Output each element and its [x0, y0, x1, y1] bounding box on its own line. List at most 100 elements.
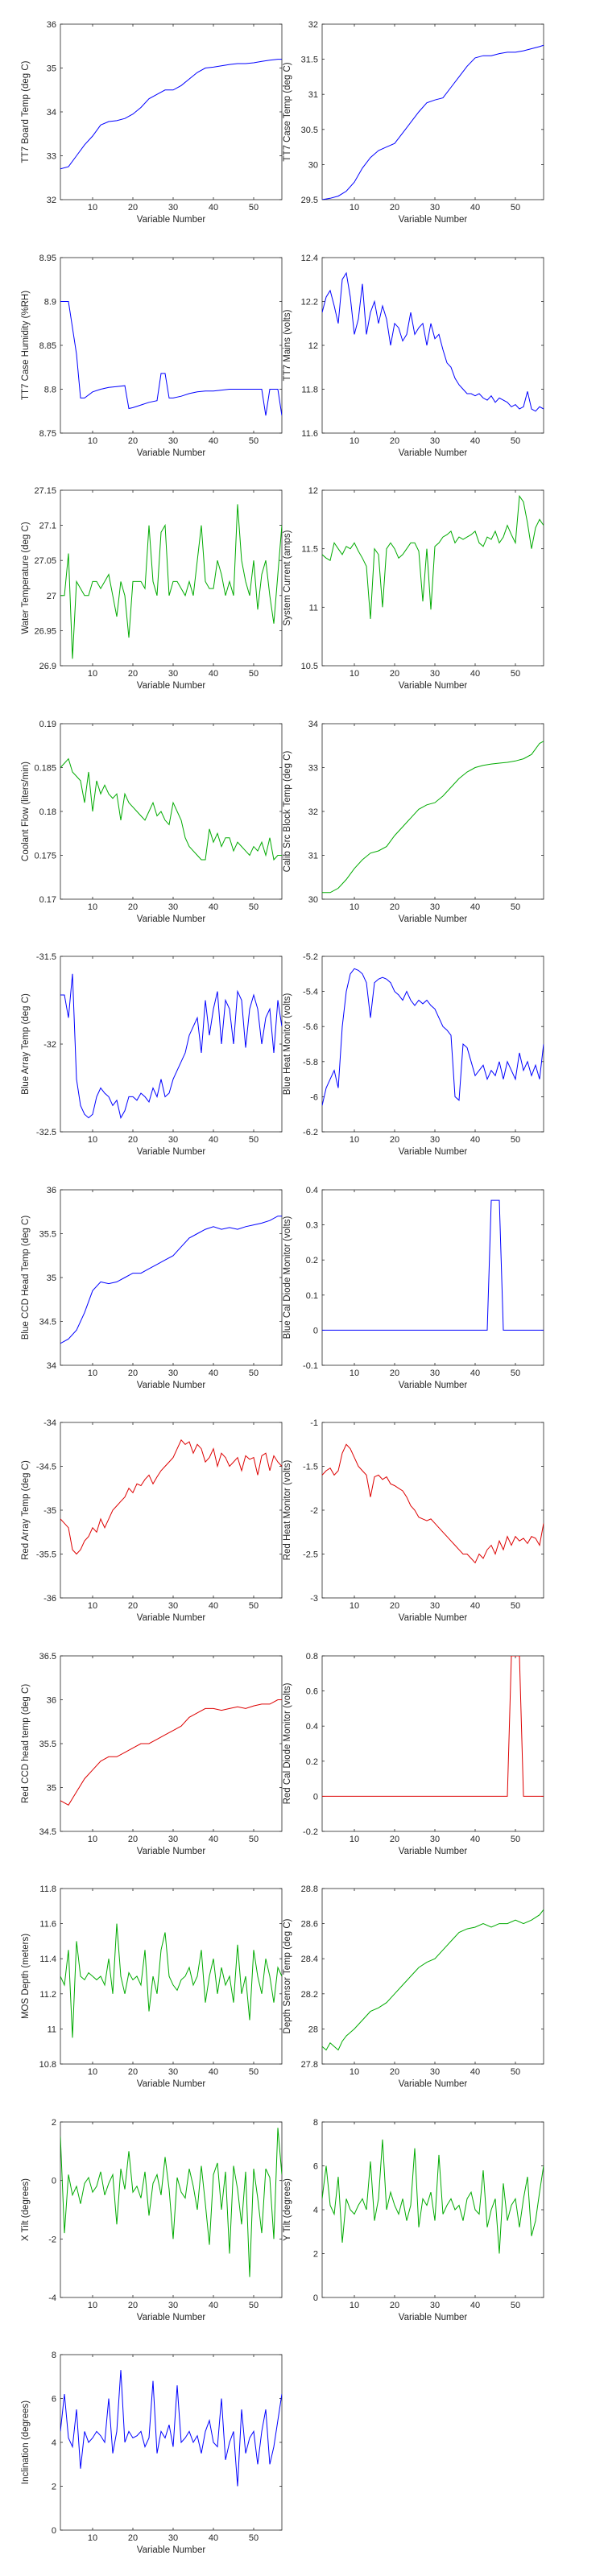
y-tick-label: 28	[308, 2025, 318, 2034]
x-axis-label: Variable Number	[399, 1147, 468, 1157]
y-tick-label: 11.6	[301, 429, 318, 439]
y-tick-label: 36.5	[39, 1652, 56, 1662]
chart-4: 10 20 30 40 50 26.9 26.95 27 27.05 27.1 27.15 Varia…	[21, 486, 283, 691]
x-axis-label: Variable Number	[137, 2079, 206, 2089]
y-tick-label: -5.8	[303, 1058, 318, 1067]
x-tick-label: 40	[470, 1135, 480, 1145]
x-tick-label: 20	[128, 2067, 138, 2077]
x-tick-label: 20	[390, 1368, 399, 1378]
series-line	[322, 494, 544, 619]
y-tick-label: 6	[52, 2395, 56, 2405]
y-tick-label: 11	[48, 2025, 56, 2034]
series-line	[60, 1439, 282, 1555]
x-tick-label: 40	[470, 436, 480, 446]
chart-17: 10 20 30 40 50 27.8 28 28.2 28.4 28.6 28.8 Variable…	[283, 1885, 544, 2089]
x-axis-label: Variable Number	[399, 1847, 468, 1856]
x-tick-label: 50	[249, 1835, 259, 1844]
chart-7: 10 20 30 40 50 30 31 32 33 34 Variable Number Calib…	[283, 720, 544, 924]
plot-area	[60, 257, 283, 433]
y-tick-label: 27.8	[301, 2060, 318, 2070]
x-tick-label: 30	[168, 1135, 178, 1145]
x-axis-label: Variable Number	[137, 2313, 206, 2322]
y-tick-label: 0.19	[39, 720, 56, 729]
y-axis-label: TT7 Mains (volts)	[283, 309, 292, 381]
chart-6: 10 20 30 40 50 0.17 0.175 0.18 0.185 0.19 Variable…	[21, 720, 283, 924]
series-line	[60, 59, 282, 170]
y-tick-label: 33	[308, 763, 318, 773]
series-line	[322, 2139, 544, 2254]
x-tick-label: 30	[168, 1601, 178, 1611]
y-tick-label: 8	[313, 2118, 318, 2128]
chart-14: 10 20 30 40 50 34.5 35 35.5 36 36.5 Variable Numbe…	[21, 1652, 283, 1856]
series-line	[60, 2127, 282, 2277]
series-line	[322, 1909, 544, 2051]
y-tick-label: 11.8	[301, 385, 318, 394]
x-tick-label: 40	[209, 669, 218, 679]
y-axis-label: Blue CCD Head Temp (deg C)	[21, 1215, 31, 1340]
plot-area	[321, 1422, 544, 1599]
x-tick-label: 10	[350, 1601, 359, 1611]
x-axis-label: Variable Number	[137, 1381, 206, 1390]
y-axis-label: TT7 Case Humidity (%RH)	[21, 290, 31, 399]
y-tick-label: 32	[308, 20, 318, 30]
x-tick-label: 30	[168, 436, 178, 446]
y-tick-label: -2.5	[303, 1550, 318, 1560]
x-tick-label: 10	[350, 203, 359, 213]
plot-area	[321, 1189, 544, 1365]
x-axis-label: Variable Number	[137, 681, 206, 691]
plot-area	[321, 1655, 544, 1831]
x-axis-label: Variable Number	[137, 1147, 206, 1157]
x-tick-label: 50	[511, 436, 520, 446]
y-tick-label: -34	[43, 1418, 56, 1428]
x-tick-label: 30	[430, 203, 440, 213]
y-tick-label: 0.185	[34, 763, 56, 773]
chart-12: 10 20 30 40 50 -36 -35.5 -35 -34.5 -34 Variable Nu…	[21, 1418, 283, 1623]
chart-3: 10 20 30 40 50 11.6 11.8 12 12.2 12.4 Variable Num…	[283, 254, 544, 458]
y-tick-label: -35.5	[36, 1550, 56, 1560]
y-tick-label: 27	[47, 592, 56, 601]
y-tick-label: 0	[313, 1792, 318, 1802]
x-tick-label: 30	[430, 1835, 440, 1844]
series-line	[322, 1443, 544, 1564]
y-tick-label: 34.5	[39, 1317, 56, 1327]
x-tick-label: 20	[128, 902, 138, 912]
y-tick-label: 0.17	[39, 895, 56, 905]
x-axis-label: Variable Number	[137, 1613, 206, 1623]
series-line	[60, 1215, 282, 1344]
series-line	[322, 44, 544, 200]
x-tick-label: 10	[350, 2301, 359, 2310]
y-tick-label: -1.5	[303, 1463, 318, 1472]
x-tick-label: 30	[168, 1835, 178, 1844]
y-tick-label: 4	[52, 2438, 56, 2448]
y-tick-label: 35	[47, 64, 56, 74]
x-tick-label: 40	[470, 2067, 480, 2077]
x-tick-label: 40	[209, 2533, 218, 2543]
series-line	[60, 1699, 282, 1806]
x-axis-label: Variable Number	[399, 215, 468, 225]
x-tick-label: 40	[470, 902, 480, 912]
y-tick-label: -0.2	[303, 1827, 318, 1837]
x-tick-label: 50	[511, 1835, 520, 1844]
y-axis-label: Blue Heat Monitor (volts)	[283, 993, 292, 1096]
y-tick-label: 0.1	[306, 1290, 318, 1300]
x-tick-label: 10	[88, 902, 97, 912]
chart-2: 10 20 30 40 50 8.75 8.8 8.85 8.9 8.95 Variable Num…	[21, 254, 283, 458]
x-tick-label: 30	[430, 1368, 440, 1378]
chart-20: 10 20 30 40 50 0 2 4 6 8 Variable Number Inclinatio…	[21, 2351, 283, 2555]
y-axis-label: Blue Array Temp (deg C)	[21, 993, 31, 1095]
x-tick-label: 20	[128, 1601, 138, 1611]
chart-5: 10 20 30 40 50 10.5 11 11.5 12 Variable Number Sys…	[283, 486, 544, 691]
y-tick-label: 0.4	[306, 1722, 318, 1732]
chart-18: 10 20 30 40 50 -4 -2 0 2 Variable Number X Tilt (d…	[21, 2118, 283, 2322]
y-tick-label: 0	[313, 2293, 318, 2303]
y-tick-label: 8.95	[39, 254, 56, 263]
x-tick-label: 20	[390, 203, 399, 213]
y-axis-label: Red CCD head temp (deg C)	[21, 1683, 31, 1802]
x-tick-label: 40	[470, 1368, 480, 1378]
y-tick-label: 6	[313, 2161, 318, 2171]
x-axis-label: Variable Number	[137, 215, 206, 225]
y-axis-label: MOS Depth (meters)	[21, 1934, 31, 2019]
y-tick-label: 26.95	[34, 626, 56, 636]
x-tick-label: 40	[209, 203, 218, 213]
x-tick-label: 10	[88, 2067, 97, 2077]
